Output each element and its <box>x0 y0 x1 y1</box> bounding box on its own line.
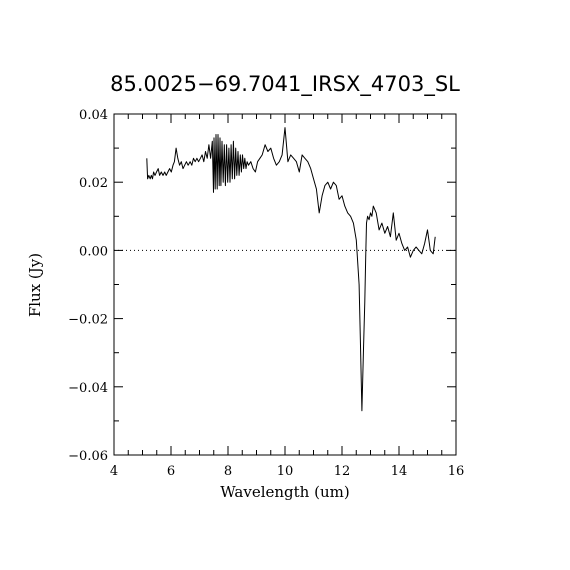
y-tick-label: 0.04 <box>79 108 108 123</box>
x-tick-label: 4 <box>110 464 118 479</box>
y-axis-label: Flux (Jy) <box>26 253 44 317</box>
x-tick-label: 14 <box>391 464 408 479</box>
y-tick-label: −0.06 <box>68 449 108 464</box>
plot-frame <box>113 113 457 456</box>
data-layer <box>146 127 436 412</box>
spectrum-line <box>146 127 436 412</box>
chart-title: 85.0025−69.7041_IRSX_4703_SL <box>110 72 460 97</box>
x-tick-label: 6 <box>167 464 175 479</box>
x-tick-label: 12 <box>334 464 351 479</box>
x-tick-label: 16 <box>448 464 465 479</box>
y-tick-label: −0.02 <box>68 313 108 328</box>
y-tick-label: 0.00 <box>79 244 108 259</box>
y-tick-label: 0.02 <box>79 176 108 191</box>
x-tick-label: 8 <box>224 464 232 479</box>
x-tick-label: 10 <box>277 464 294 479</box>
y-tick-label: −0.04 <box>68 381 108 396</box>
x-axis-label: Wavelength (um) <box>220 483 349 501</box>
